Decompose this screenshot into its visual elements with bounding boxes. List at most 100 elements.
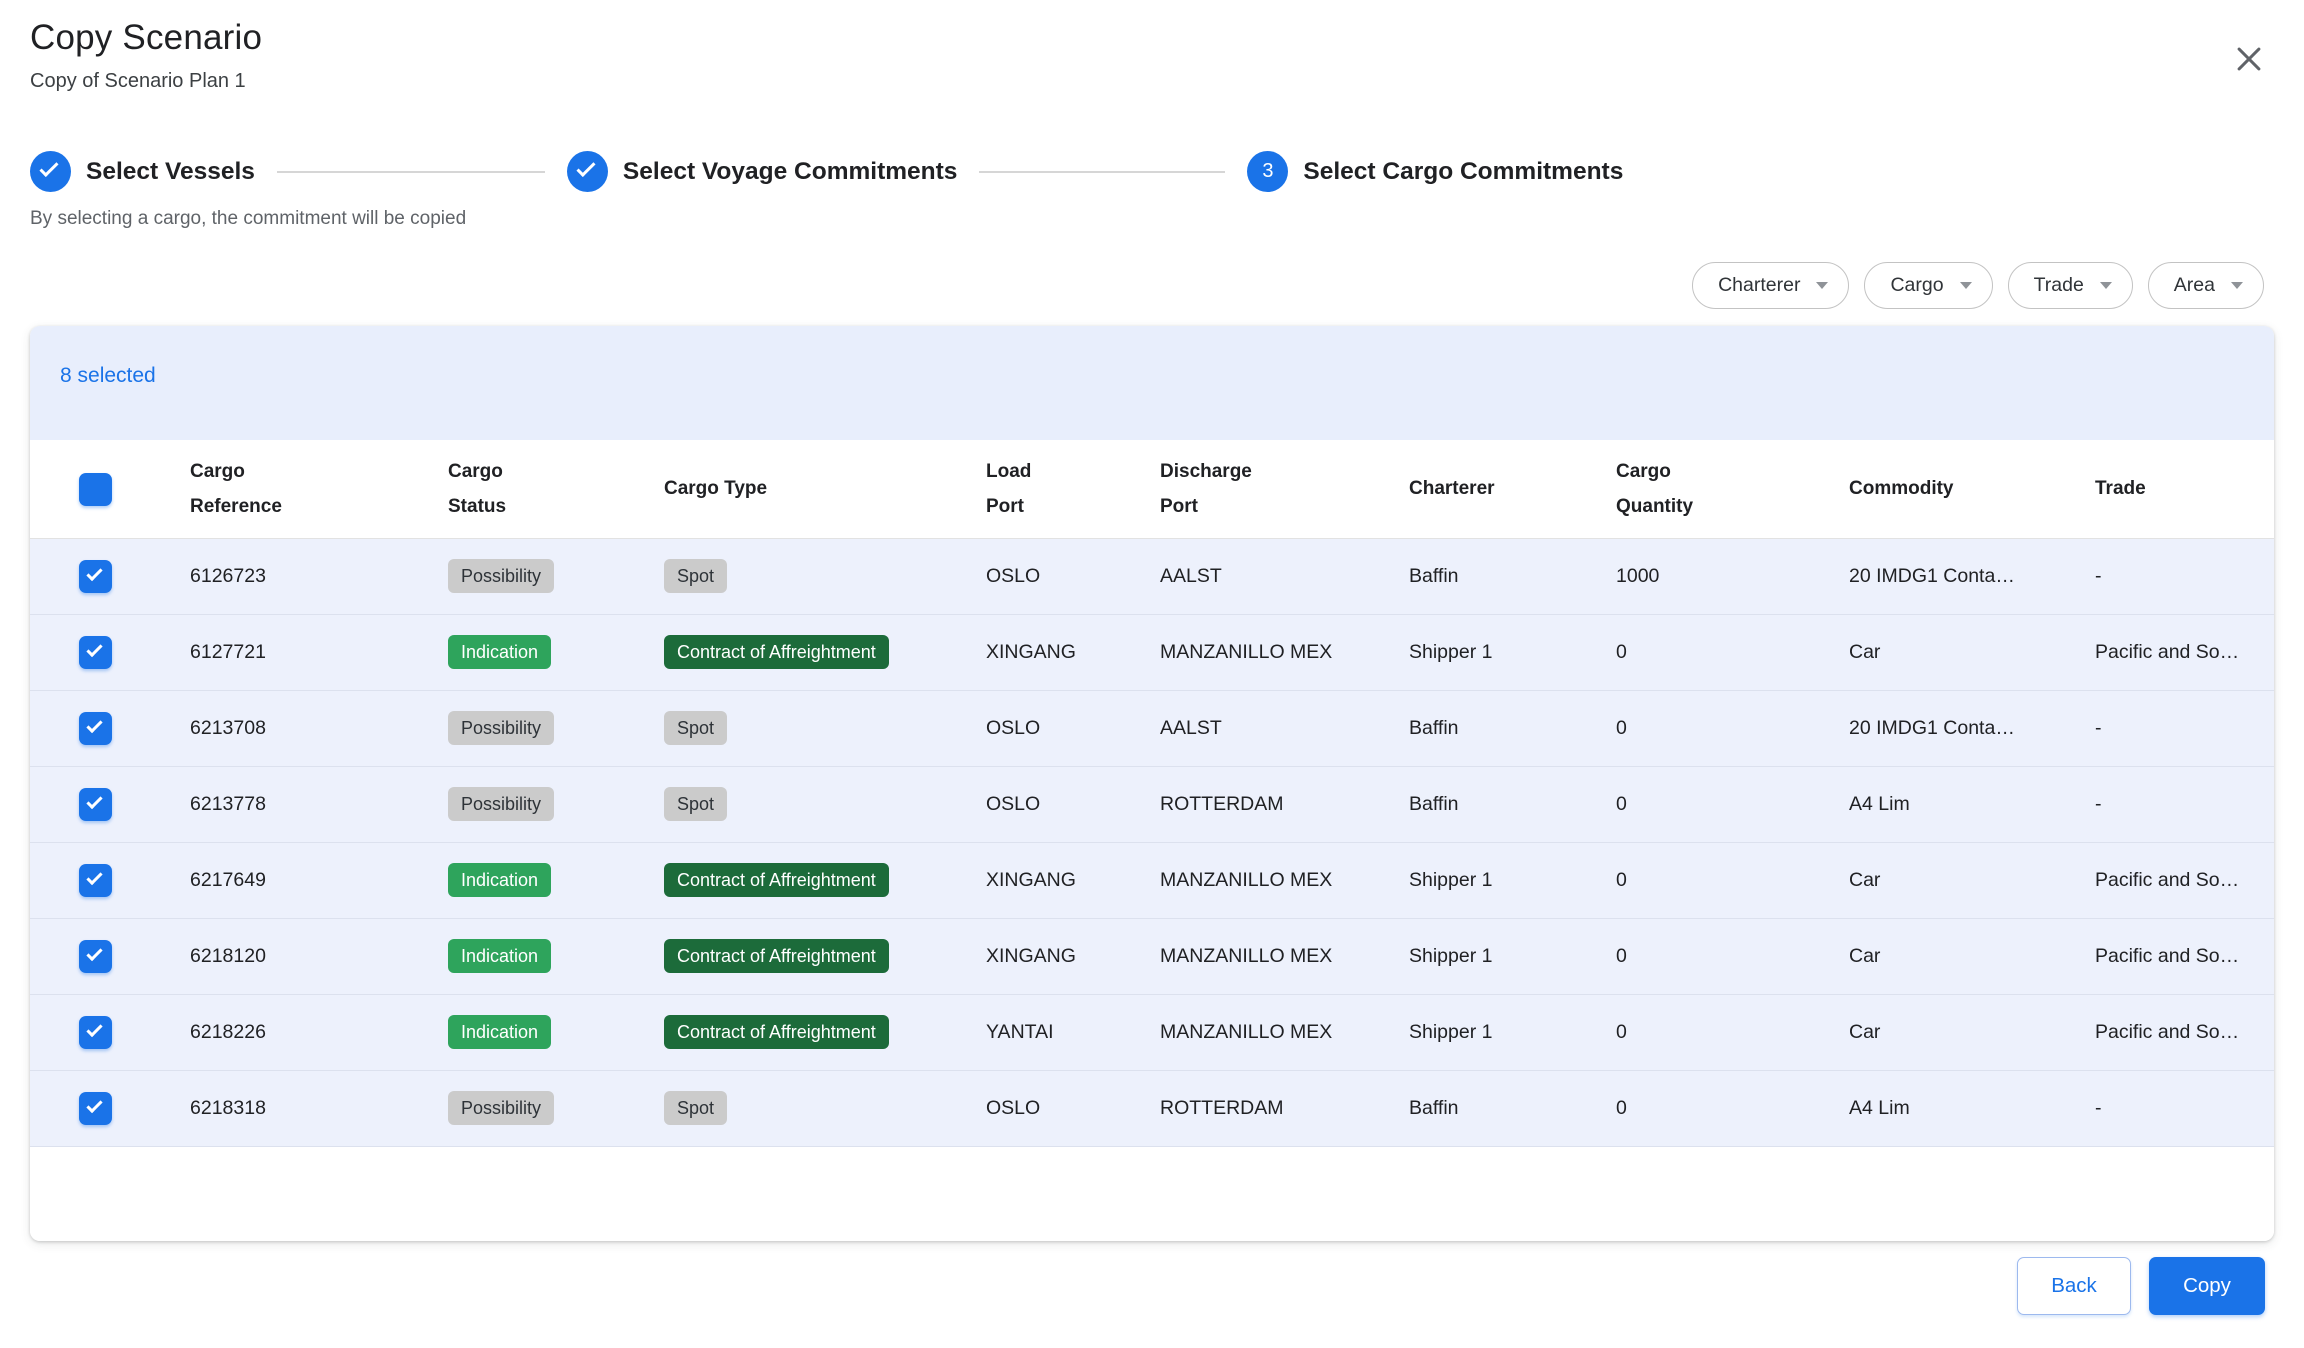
step-select-vessels[interactable]: Select Vessels [30, 151, 255, 192]
row-checkbox[interactable] [79, 1092, 112, 1125]
cell-cargo-status: Indication [448, 614, 664, 690]
cell-checkbox [30, 918, 190, 994]
cell-cargo-status: Possibility [448, 690, 664, 766]
table-row[interactable]: 6218318 Possibility Spot OSLO ROTTERDAM … [30, 1070, 2274, 1146]
filter-label: Charterer [1718, 274, 1800, 297]
row-checkbox[interactable] [79, 636, 112, 669]
cell-charterer: Baffin [1409, 538, 1616, 614]
cell-trade: Pacific and So… [2095, 842, 2274, 918]
step-select-voyage-commitments[interactable]: Select Voyage Commitments [567, 151, 957, 192]
cell-cargo-status: Indication [448, 994, 664, 1070]
dialog-subtitle: Copy of Scenario Plan 1 [30, 70, 2304, 93]
table-row[interactable]: 6218226 Indication Contract of Affreight… [30, 994, 2274, 1070]
cell-cargo-status: Possibility [448, 538, 664, 614]
table-row[interactable]: 6218120 Indication Contract of Affreight… [30, 918, 2274, 994]
step-complete-check-icon [567, 151, 608, 192]
cell-cargo-status: Possibility [448, 1070, 664, 1146]
cell-charterer: Shipper 1 [1409, 614, 1616, 690]
filter-charterer-dropdown[interactable]: Charterer [1692, 262, 1849, 309]
row-checkbox[interactable] [79, 940, 112, 973]
chevron-down-icon [1816, 282, 1828, 289]
header-cell-trade: Trade [2095, 440, 2274, 538]
header-cell-cargo-quantity: CargoQuantity [1616, 440, 1849, 538]
cell-charterer: Shipper 1 [1409, 994, 1616, 1070]
cell-trade: - [2095, 690, 2274, 766]
cargo-status-badge: Possibility [448, 711, 554, 745]
cell-cargo-type: Spot [664, 1070, 986, 1146]
row-checkbox[interactable] [79, 788, 112, 821]
cargo-status-badge: Possibility [448, 787, 554, 821]
cargo-type-badge: Spot [664, 559, 727, 593]
header-cell-commodity: Commodity [1849, 440, 2095, 538]
cell-discharge-port: AALST [1160, 538, 1409, 614]
cell-cargo-quantity: 0 [1616, 766, 1849, 842]
filter-trade-dropdown[interactable]: Trade [2008, 262, 2133, 309]
cell-load-port: OSLO [986, 690, 1160, 766]
cell-cargo-quantity: 0 [1616, 994, 1849, 1070]
cell-discharge-port: MANZANILLO MEX [1160, 918, 1409, 994]
row-checkbox[interactable] [79, 1016, 112, 1049]
table-header-row: CargoReference CargoStatus Cargo Type Lo… [30, 440, 2274, 538]
cell-cargo-type: Contract of Affreightment [664, 994, 986, 1070]
cell-cargo-quantity: 0 [1616, 1070, 1849, 1146]
table-body: 6126723 Possibility Spot OSLO AALST Baff… [30, 538, 2274, 1146]
card-footer-space [30, 1147, 2274, 1241]
cargo-type-badge: Contract of Affreightment [664, 635, 889, 669]
table-row[interactable]: 6127721 Indication Contract of Affreight… [30, 614, 2274, 690]
stepper: Select Vessels Select Voyage Commitments… [30, 151, 2304, 192]
table-row[interactable]: 6213778 Possibility Spot OSLO ROTTERDAM … [30, 766, 2274, 842]
header-cell-charterer: Charterer [1409, 440, 1616, 538]
cell-charterer: Baffin [1409, 1070, 1616, 1146]
table-row[interactable]: 6217649 Indication Contract of Affreight… [30, 842, 2274, 918]
table-row[interactable]: 6126723 Possibility Spot OSLO AALST Baff… [30, 538, 2274, 614]
cell-checkbox [30, 614, 190, 690]
step-connector [979, 171, 1225, 173]
cell-commodity: 20 IMDG1 Conta… [1849, 690, 2095, 766]
back-button[interactable]: Back [2017, 1257, 2131, 1315]
cell-cargo-quantity: 1000 [1616, 538, 1849, 614]
cell-checkbox [30, 538, 190, 614]
cell-cargo-status: Possibility [448, 766, 664, 842]
cell-discharge-port: AALST [1160, 690, 1409, 766]
selected-count-text: 8 selected [60, 364, 156, 387]
cell-discharge-port: MANZANILLO MEX [1160, 614, 1409, 690]
cell-cargo-quantity: 0 [1616, 690, 1849, 766]
step-number-badge: 3 [1247, 151, 1288, 192]
dialog-actions: Back Copy [0, 1257, 2265, 1315]
step-connector [277, 171, 545, 173]
header-cell-discharge-port: DischargePort [1160, 440, 1409, 538]
cell-load-port: YANTAI [986, 994, 1160, 1070]
cell-cargo-type: Spot [664, 690, 986, 766]
close-icon[interactable] [2232, 42, 2266, 76]
cell-charterer: Baffin [1409, 766, 1616, 842]
cell-commodity: A4 Lim [1849, 766, 2095, 842]
filter-cargo-dropdown[interactable]: Cargo [1864, 262, 1992, 309]
copy-button[interactable]: Copy [2149, 1257, 2265, 1315]
row-checkbox[interactable] [79, 864, 112, 897]
cell-commodity: Car [1849, 842, 2095, 918]
cargo-type-badge: Spot [664, 1091, 727, 1125]
cell-trade: - [2095, 538, 2274, 614]
filter-area-dropdown[interactable]: Area [2148, 262, 2264, 309]
filter-label: Cargo [1890, 274, 1943, 297]
cell-load-port: OSLO [986, 1070, 1160, 1146]
cell-discharge-port: MANZANILLO MEX [1160, 994, 1409, 1070]
cargo-status-badge: Possibility [448, 559, 554, 593]
cell-charterer: Shipper 1 [1409, 918, 1616, 994]
cell-commodity: Car [1849, 918, 2095, 994]
cell-cargo-reference: 6218120 [190, 918, 448, 994]
cell-checkbox [30, 690, 190, 766]
selection-count-banner: 8 selected [30, 326, 2274, 440]
cell-discharge-port: MANZANILLO MEX [1160, 842, 1409, 918]
cargo-status-badge: Indication [448, 939, 551, 973]
filter-label: Area [2174, 274, 2215, 297]
row-checkbox[interactable] [79, 712, 112, 745]
cell-discharge-port: ROTTERDAM [1160, 1070, 1409, 1146]
cell-cargo-type: Spot [664, 766, 986, 842]
step-select-cargo-commitments[interactable]: 3 Select Cargo Commitments [1247, 151, 1623, 192]
cell-cargo-type: Contract of Affreightment [664, 614, 986, 690]
select-all-checkbox[interactable] [79, 473, 112, 506]
row-checkbox[interactable] [79, 560, 112, 593]
cargo-type-badge: Contract of Affreightment [664, 939, 889, 973]
table-row[interactable]: 6213708 Possibility Spot OSLO AALST Baff… [30, 690, 2274, 766]
